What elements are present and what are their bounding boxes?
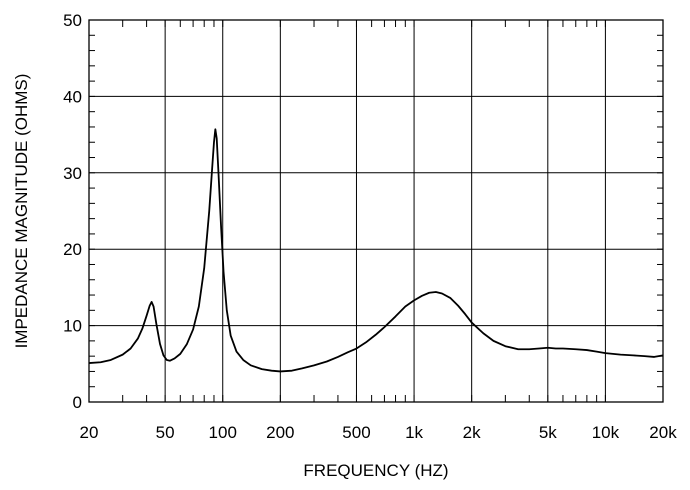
x-tick-label: 10k — [592, 423, 620, 442]
x-tick-labels: 20 50 100 200 500 1k 2k 5k 10k 20k — [80, 423, 678, 442]
y-tick-label: 0 — [73, 393, 82, 412]
impedance-curve — [88, 128, 664, 373]
y-tick-label: 50 — [63, 11, 82, 30]
plot-frame — [88, 19, 664, 403]
x-tick-label: 1k — [405, 423, 423, 442]
y-tick-label: 10 — [63, 317, 82, 336]
y-axis-label: IMPEDANCE MAGNITUDE (OHMS) — [12, 74, 31, 349]
x-axis-label: FREQUENCY (HZ) — [303, 461, 448, 480]
y-tick-label: 20 — [63, 240, 82, 259]
grid — [88, 19, 664, 403]
x-tick-label: 5k — [539, 423, 557, 442]
y-tick-label: 30 — [63, 164, 82, 183]
y-tick-labels: 0 10 20 30 40 50 — [63, 11, 82, 412]
x-tick-label: 2k — [463, 423, 481, 442]
x-tick-label: 100 — [209, 423, 237, 442]
x-tick-label: 20k — [649, 423, 677, 442]
minor-ticks — [88, 19, 664, 403]
x-tick-label: 500 — [342, 423, 370, 442]
y-tick-label: 40 — [63, 87, 82, 106]
x-tick-label: 200 — [266, 423, 294, 442]
x-tick-label: 20 — [80, 423, 99, 442]
series-layer — [88, 128, 664, 373]
x-tick-label: 50 — [156, 423, 175, 442]
